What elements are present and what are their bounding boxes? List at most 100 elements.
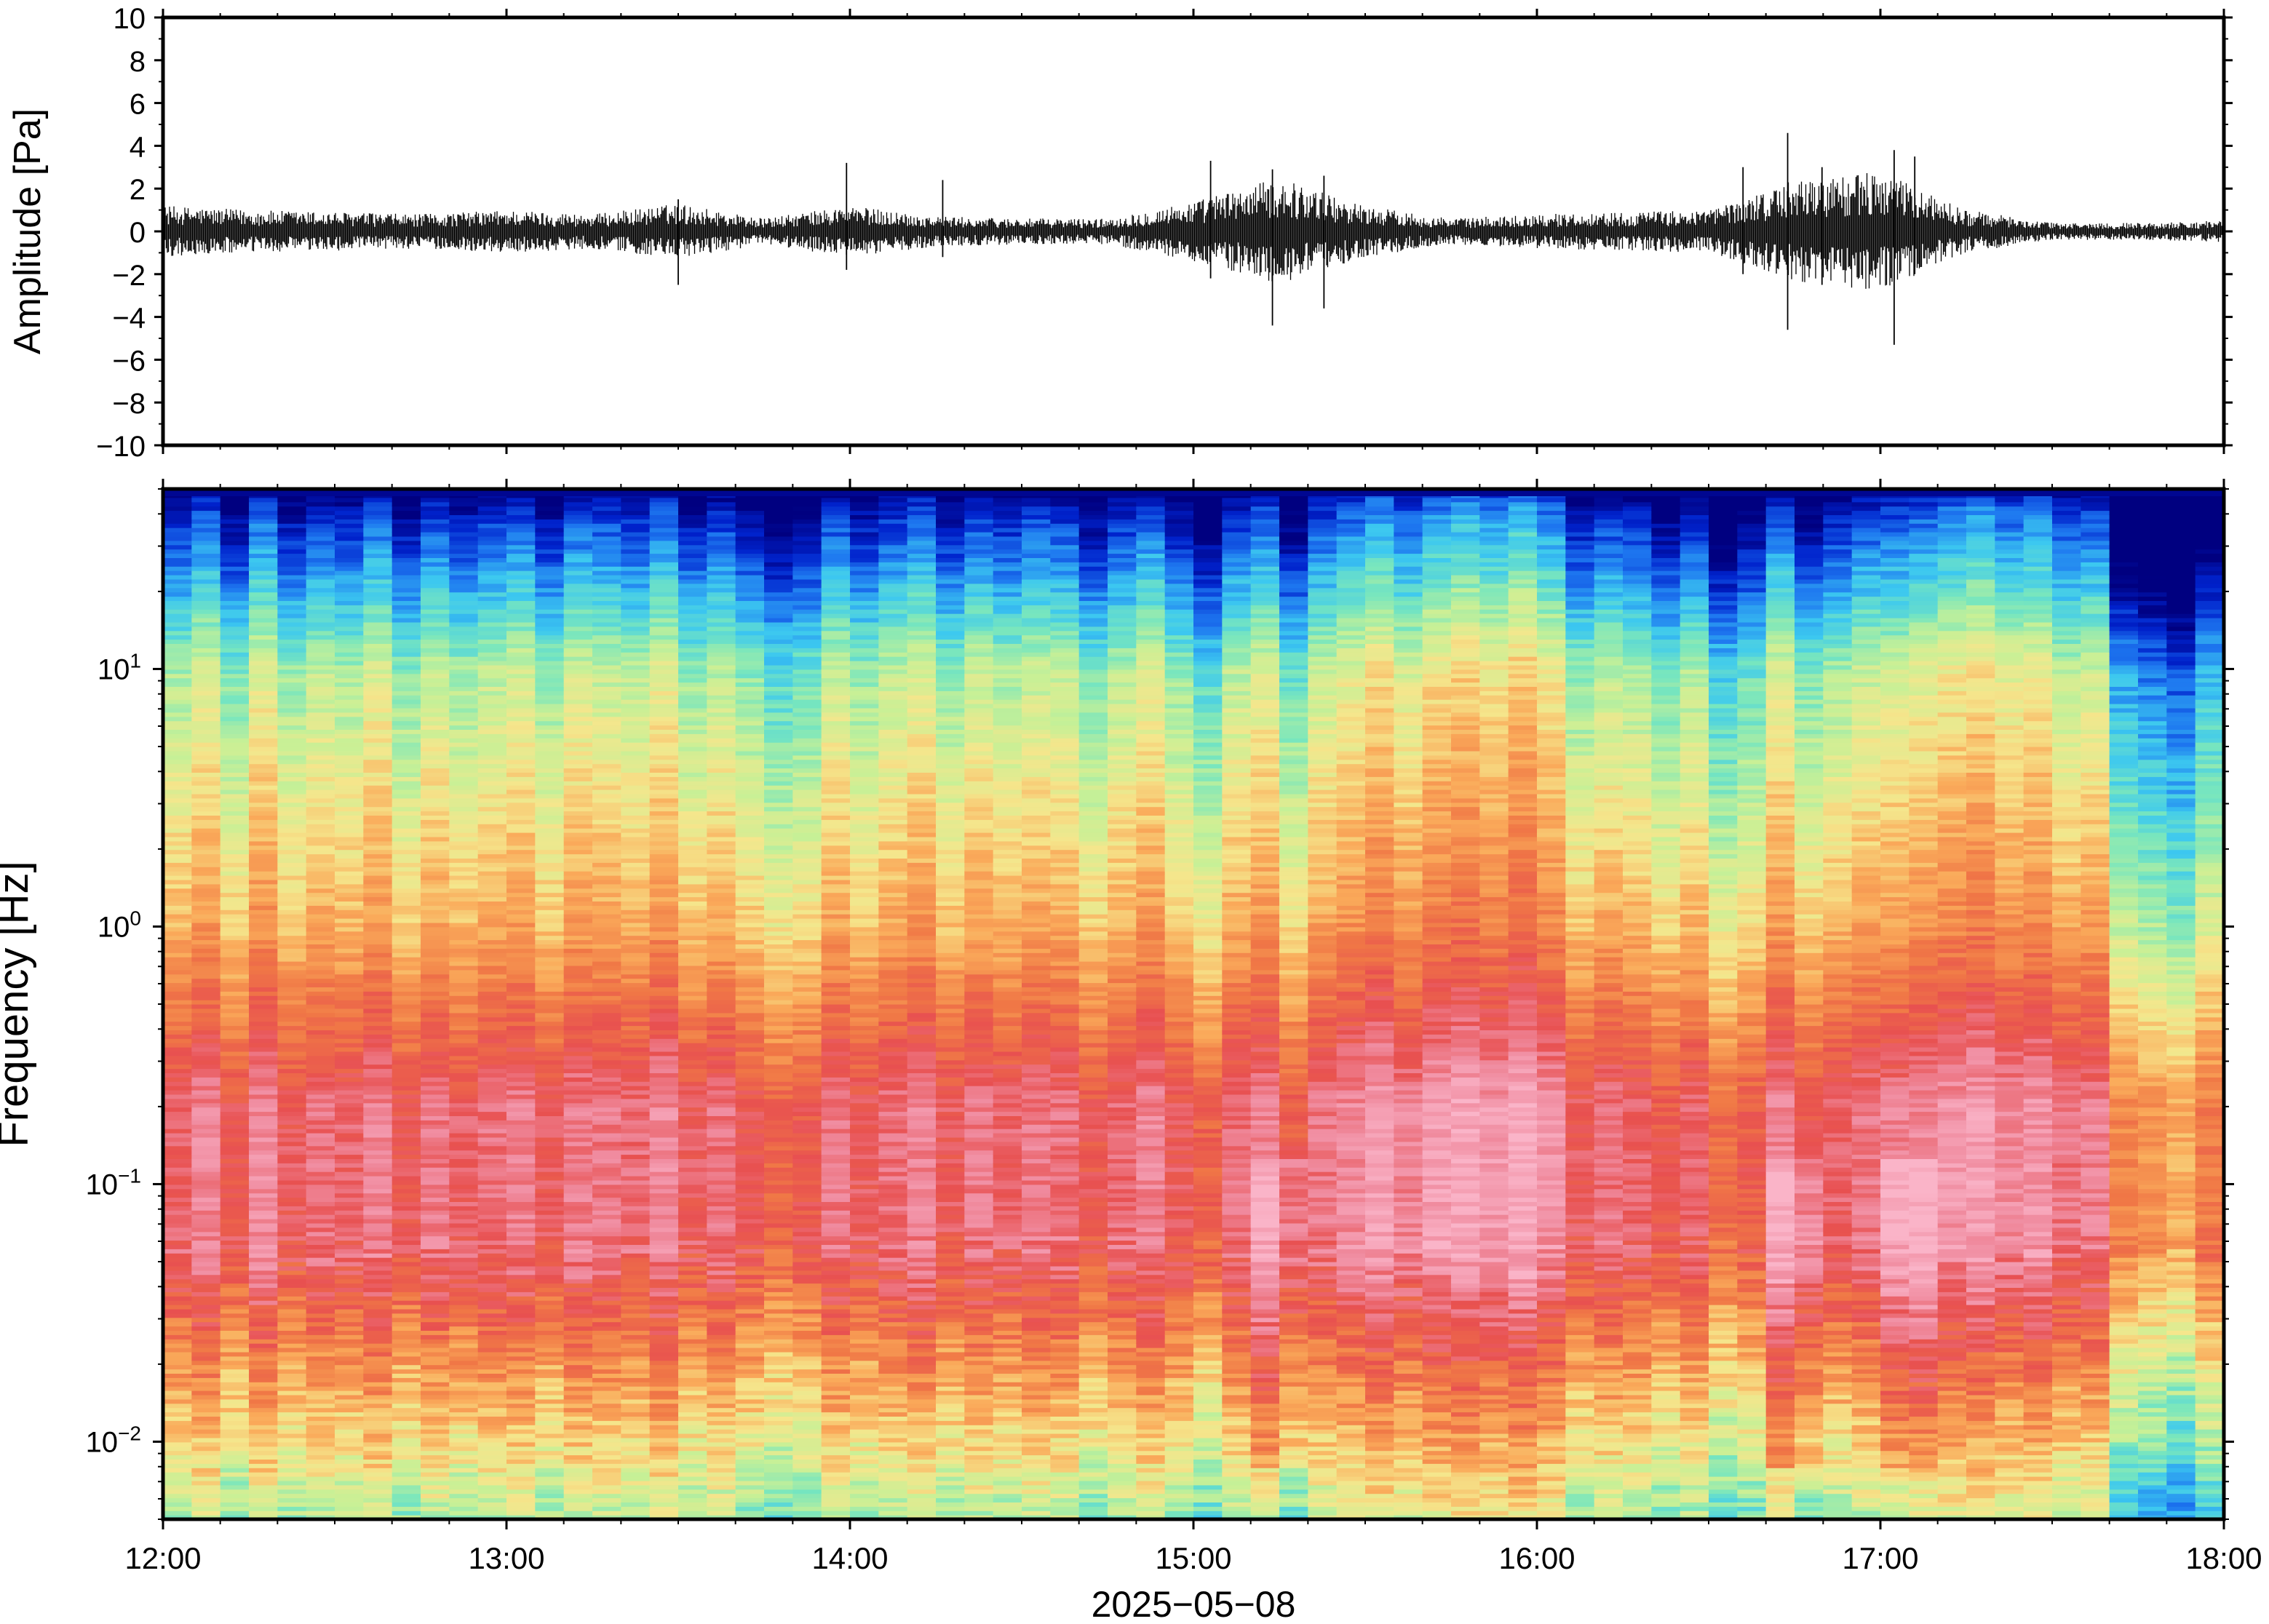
spectrogram-cell [649, 643, 679, 648]
spectrogram-cell [220, 879, 250, 885]
spectrogram-cell [363, 815, 393, 820]
spectrogram-cell [735, 1296, 765, 1301]
spectrogram-cell [249, 1287, 278, 1292]
spectrogram-cell [249, 514, 278, 520]
spectrogram-cell [649, 1257, 679, 1262]
spectrogram-cell [191, 1433, 221, 1438]
spectrogram-cell [363, 699, 393, 704]
spectrogram-cell [392, 995, 421, 1000]
waveform-y-tick-label: 0 [130, 217, 146, 249]
spectrogram-cell [277, 618, 307, 623]
spectrogram-cell [163, 1313, 192, 1318]
spectrogram-cell [477, 840, 507, 846]
spectrogram-cell [249, 1004, 278, 1009]
spectrogram-cell [477, 948, 507, 953]
spectrogram-cell [592, 961, 621, 966]
spectrogram-cell [449, 1386, 479, 1391]
spectrogram-cell [449, 1437, 479, 1443]
spectrogram-cell [421, 497, 450, 503]
spectrogram-cell [678, 506, 707, 512]
spectrogram-cell [363, 1308, 393, 1314]
spectrogram-cell [392, 514, 421, 520]
spectrogram-cell [649, 763, 679, 769]
spectrogram-cell [506, 742, 536, 747]
spectrogram-cell [621, 720, 651, 726]
spectrogram-cell [249, 1497, 278, 1502]
spectrogram-cell [220, 1510, 250, 1516]
spectrogram-cell [306, 1510, 335, 1516]
spectrogram-cell [535, 1107, 565, 1112]
spectrogram-cell [707, 978, 736, 984]
spectrogram-cell [678, 707, 707, 713]
spectrogram-cell [678, 1043, 707, 1048]
spectrogram-cell [277, 1102, 307, 1108]
spectrogram-cell [306, 1249, 335, 1254]
spectrogram-cell [363, 1051, 393, 1056]
spectrogram-cell [220, 1343, 250, 1348]
spectrogram-cell [535, 656, 565, 661]
spectrogram-cell [678, 1124, 707, 1129]
spectrogram-cell [563, 1270, 593, 1275]
spectrogram-cell [249, 1176, 278, 1181]
spectrogram-cell [592, 1115, 621, 1121]
spectrogram-cell [707, 540, 736, 546]
spectrogram-cell [506, 914, 536, 919]
spectrogram-cell [563, 768, 593, 773]
spectrogram-cell [220, 1197, 250, 1202]
spectrogram-cell [707, 883, 736, 889]
spectrogram-cell [421, 901, 450, 906]
spectrogram-cell [363, 1360, 393, 1366]
spectrogram-cell [535, 1141, 565, 1147]
spectrogram-cell [421, 1008, 450, 1014]
spectrogram-cell [649, 1334, 679, 1340]
spectrogram-cell [678, 1150, 707, 1155]
spectrogram-cell [363, 862, 393, 867]
spectrogram-cell [421, 961, 450, 966]
spectrogram-cell [363, 1059, 393, 1065]
spectrogram-cell [592, 661, 621, 666]
spectrogram-cell [707, 1459, 736, 1464]
spectrogram-cell [735, 1468, 765, 1473]
spectrogram-cell [621, 1348, 651, 1353]
spectrogram-cell [421, 888, 450, 893]
spectrogram-cell [163, 1150, 192, 1155]
spectrogram-cell [220, 1098, 250, 1104]
spectrogram-cell [477, 824, 507, 829]
spectrogram-cell [506, 1077, 536, 1082]
spectrogram-cell [506, 725, 536, 730]
spectrogram-cell [392, 553, 421, 558]
spectrogram-cell [392, 1043, 421, 1048]
spectrogram-cell [506, 1373, 536, 1378]
spectrogram-cell [649, 1227, 679, 1233]
spectrogram-cell [363, 738, 393, 743]
spectrogram-cell [563, 1317, 593, 1323]
spectrogram-cell [449, 978, 479, 984]
spectrogram-cell [392, 1348, 421, 1353]
spectrogram-cell [249, 1429, 278, 1434]
spectrogram-cell [306, 621, 335, 627]
spectrogram-cell [535, 1227, 565, 1233]
spectrogram-cell [163, 1334, 192, 1340]
spectrogram-cell [363, 1369, 393, 1374]
spectrogram-cell [563, 935, 593, 941]
spectrogram-cell [191, 1497, 221, 1502]
spectrogram-cell [277, 532, 307, 537]
spectrogram-cell [421, 553, 450, 558]
spectrogram-cell [249, 879, 278, 885]
spectrogram-cell [220, 797, 250, 803]
spectrogram-cell [335, 1235, 364, 1241]
spectrogram-cell [563, 1201, 593, 1206]
spectrogram-cell [621, 1403, 651, 1409]
spectrogram-cell [392, 1240, 421, 1245]
spectrogram-cell [191, 862, 221, 867]
spectrogram-cell [535, 583, 565, 589]
spectrogram-cell [363, 630, 393, 636]
spectrogram-cell [621, 1364, 651, 1370]
spectrogram-cell [563, 1348, 593, 1353]
spectrogram-cell [535, 613, 565, 618]
spectrogram-cell [592, 922, 621, 928]
spectrogram-cell [363, 1313, 393, 1318]
spectrogram-cell [449, 1403, 479, 1409]
spectrogram-cell [335, 991, 364, 996]
spectrogram-cell [277, 707, 307, 713]
